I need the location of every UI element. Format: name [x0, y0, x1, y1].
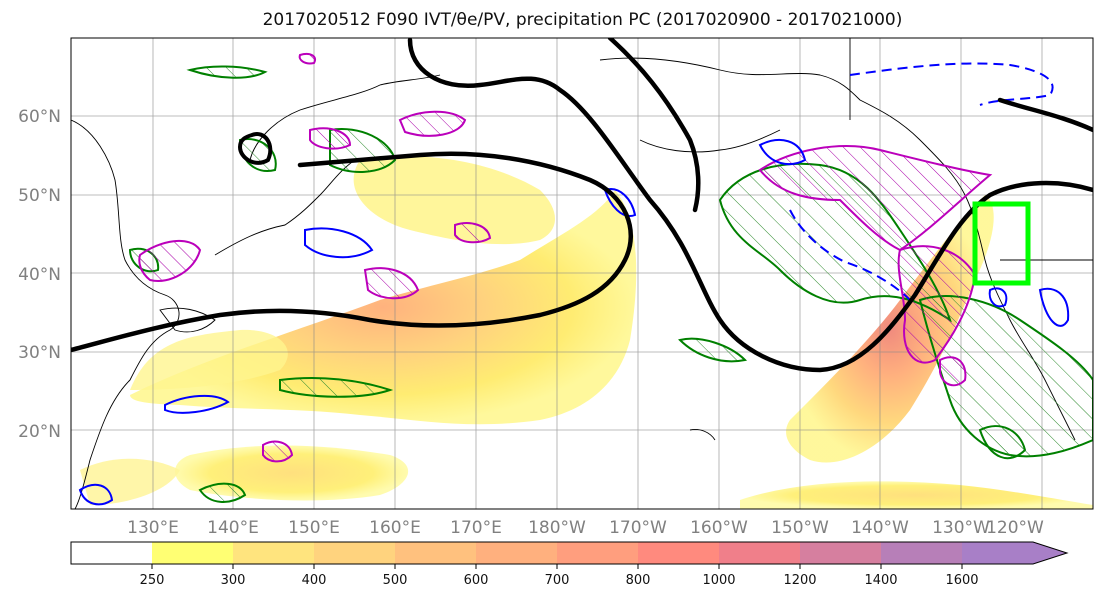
pv-blue-region-7 — [78, 483, 114, 506]
colorbar-segment — [71, 542, 152, 564]
lon-label-140w: 140°W — [851, 518, 909, 538]
colorbar: 250 300 400 500 600 700 800 1000 1200 1400 1600 — [70, 541, 1069, 588]
colorbar-segment — [314, 542, 395, 564]
colorbar-segment — [962, 542, 1067, 564]
colorbar-segment — [476, 542, 557, 564]
pv-blue-region-5 — [988, 287, 1008, 308]
pv-blue-region-6 — [1038, 287, 1070, 327]
colorbar-label: 1200 — [783, 573, 816, 588]
pv-green-region-7 — [678, 337, 748, 363]
colorbar-segment — [233, 542, 314, 564]
pv-magenta-region-1 — [758, 145, 993, 252]
lon-label-170w: 170°W — [609, 518, 667, 538]
pv-blue-region-1 — [304, 227, 374, 259]
ivt-region-southwest — [80, 458, 180, 505]
theta-e-contour-trough — [407, 38, 1093, 373]
hawaii-coastline — [689, 429, 716, 441]
ivt-region-west — [130, 329, 288, 390]
lon-label-130w: 130°W — [932, 518, 990, 538]
longitude-labels: 130°E 140°E 150°E 160°E 170°E 180°W 170°… — [127, 518, 1044, 538]
colorbar-label: 1600 — [945, 573, 978, 588]
colorbar-segment — [638, 542, 719, 564]
theta-e-contour-north — [607, 38, 701, 213]
lat-label-30n: 30°N — [18, 343, 61, 363]
colorbar-label: 1000 — [702, 573, 735, 588]
pv-magenta-region-7 — [309, 127, 352, 150]
lon-label-150w: 150°W — [771, 518, 829, 538]
colorbar-label: 1400 — [864, 573, 897, 588]
colorbar-label: 700 — [545, 573, 570, 588]
lon-label-130e: 130°E — [127, 518, 179, 538]
lon-label-150e: 150°E — [288, 518, 340, 538]
pv-green-region-10 — [978, 425, 1027, 460]
map-layers — [71, 38, 1093, 509]
kuril-coastline — [214, 159, 356, 256]
lat-label-40n: 40°N — [18, 265, 61, 285]
target-region-box — [972, 201, 1031, 286]
theta-e-contour-west — [71, 151, 634, 353]
pv-green-region-8 — [279, 377, 394, 398]
map-frame — [70, 37, 1094, 510]
kamchatka-coastline — [249, 74, 441, 161]
pv-green-region-9 — [198, 482, 247, 503]
colorbar-label: 500 — [383, 573, 408, 588]
lon-label-170e: 170°E — [450, 518, 502, 538]
pv-blue-contours — [78, 62, 1070, 506]
pv-green-region-2 — [918, 295, 1093, 458]
pv-magenta-region-3 — [138, 239, 202, 282]
colorbar-segment — [719, 542, 800, 564]
map-title: 2017020512 F090 IVT/θe/PV, precipitation… — [262, 10, 903, 30]
pv-blue-dashed-2 — [849, 62, 1054, 106]
pv-blue-region-3 — [603, 188, 637, 217]
theta-e-contours — [71, 38, 1093, 373]
latitude-labels: 20°N 30°N 40°N 50°N 60°N — [18, 107, 61, 442]
pv-magenta-region-8 — [262, 440, 294, 463]
pv-magenta-region-4 — [363, 267, 420, 300]
ivt-region-north — [353, 156, 555, 245]
colorbar-label: 400 — [302, 573, 327, 588]
lon-label-120w: 120°W — [986, 518, 1044, 538]
pv-blue-region-2 — [164, 394, 230, 414]
colorbar-label: 800 — [626, 573, 651, 588]
aleutian-coastline — [639, 129, 781, 153]
lat-label-50n: 50°N — [18, 186, 61, 206]
pv-magenta-region-5 — [398, 110, 467, 137]
korea-japan-coastline — [159, 307, 216, 333]
lat-label-60n: 60°N — [18, 107, 61, 127]
colorbar-outline — [70, 541, 1069, 565]
colorbar-label: 300 — [221, 573, 246, 588]
colorbar-segment — [557, 542, 638, 564]
pv-magenta-region-6 — [454, 222, 492, 244]
colorbar-segment — [881, 542, 962, 564]
ivt-region-south-east — [740, 481, 1093, 509]
asia-coastline — [71, 119, 180, 509]
lon-label-160w: 160°W — [690, 518, 748, 538]
colorbar-segment — [395, 542, 476, 564]
pv-magenta-region-10 — [298, 53, 316, 65]
map-gridlines — [71, 38, 1093, 509]
pv-magenta-region-2 — [897, 245, 977, 364]
theta-e-contour-northeast — [997, 97, 1093, 133]
pv-magenta-contours — [138, 53, 993, 463]
colorbar-label: 600 — [464, 573, 489, 588]
pv-blue-region-4 — [758, 139, 807, 166]
colorbar-segment — [152, 542, 233, 564]
lat-label-20n: 20°N — [18, 422, 61, 442]
colorbar-segment — [800, 542, 881, 564]
theta-e-contour-closed — [237, 132, 273, 165]
lon-label-160e: 160°E — [369, 518, 421, 538]
colorbar-label: 250 — [140, 573, 165, 588]
pv-blue-dashed-1 — [789, 209, 911, 301]
pv-magenta-region-9 — [939, 356, 967, 387]
pv-green-region-6 — [186, 65, 268, 79]
lon-label-180w: 180°W — [528, 518, 586, 538]
lon-label-140e: 140°E — [207, 518, 259, 538]
